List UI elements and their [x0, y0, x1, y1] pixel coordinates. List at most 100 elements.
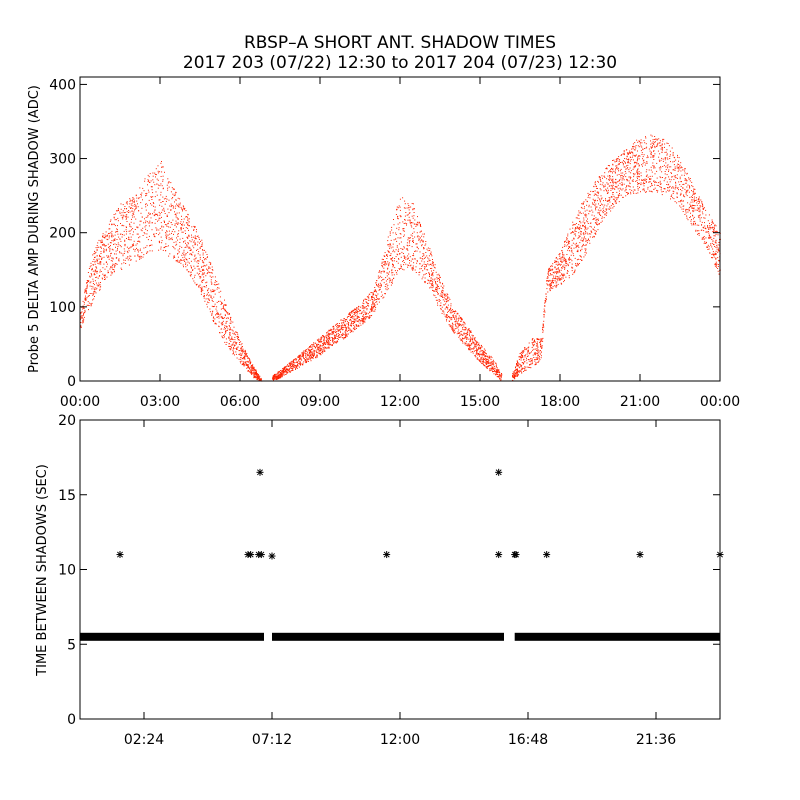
amp-data-point	[299, 357, 301, 359]
amp-data-point	[649, 181, 651, 183]
amp-data-point	[104, 276, 106, 278]
amp-data-point	[612, 178, 614, 180]
amp-data-point	[412, 239, 414, 241]
amp-data-point	[113, 239, 115, 240]
amp-data-point	[125, 263, 127, 264]
amp-data-point	[94, 256, 96, 258]
amp-data-point	[225, 328, 226, 330]
amp-data-point	[149, 173, 151, 175]
amp-data-point	[211, 300, 213, 301]
amp-data-point	[295, 367, 297, 369]
amp-data-point	[180, 262, 182, 264]
amp-data-point	[250, 370, 252, 372]
amp-data-point	[98, 258, 100, 260]
amp-data-point	[498, 371, 500, 373]
amp-data-point	[161, 226, 163, 228]
amp-data-point	[159, 171, 161, 173]
amp-data-point	[304, 355, 306, 357]
amp-data-point	[701, 201, 703, 203]
amp-data-point	[194, 242, 196, 244]
amp-data-point	[352, 316, 354, 318]
amp-data-point	[594, 181, 596, 183]
amp-data-point	[87, 296, 89, 297]
amp-data-point	[123, 262, 125, 264]
amp-data-point	[211, 311, 213, 313]
amp-data-point	[410, 264, 412, 266]
amp-data-point	[621, 184, 623, 186]
amp-data-point	[633, 189, 635, 191]
amp-data-point	[654, 136, 656, 137]
amp-data-point	[397, 254, 399, 256]
amp-data-point	[172, 205, 174, 207]
amp-data-point	[421, 245, 423, 247]
amp-data-point	[464, 333, 466, 335]
amp-data-point	[212, 301, 214, 302]
amp-data-point	[685, 212, 687, 214]
amp-data-point	[282, 372, 284, 374]
amp-data-point	[159, 199, 161, 201]
amp-data-point	[292, 369, 294, 371]
amp-data-point	[133, 214, 135, 216]
amp-data-point	[689, 217, 691, 218]
amp-data-point	[242, 351, 244, 353]
amp-data-point	[492, 367, 494, 369]
amp-data-point	[110, 260, 112, 262]
amp-data-point	[242, 349, 244, 351]
amp-data-point	[447, 296, 449, 298]
amp-data-point	[617, 158, 619, 160]
amp-data-point	[226, 341, 228, 343]
amp-data-point	[703, 242, 705, 244]
amp-data-point	[276, 376, 278, 378]
amp-data-point	[427, 257, 429, 259]
amp-data-point	[681, 208, 683, 210]
amp-data-point	[221, 301, 223, 303]
amp-data-point	[325, 340, 327, 341]
amp-data-point	[345, 336, 347, 338]
amp-data-point	[577, 258, 579, 260]
amp-data-point	[520, 356, 522, 358]
amp-data-point	[159, 214, 161, 216]
amp-data-point	[429, 250, 431, 251]
amp-data-point	[448, 315, 449, 317]
amp-data-point	[550, 274, 552, 276]
amp-data-point	[687, 211, 689, 213]
amp-data-point	[176, 260, 178, 262]
amp-data-point	[622, 177, 624, 179]
amp-data-point	[83, 301, 85, 303]
amp-data-point	[350, 330, 352, 332]
amp-data-point	[462, 323, 464, 325]
amp-data-point	[467, 344, 469, 346]
amp-data-point	[323, 341, 325, 343]
amp-data-point	[399, 215, 401, 217]
amp-data-point	[391, 282, 393, 283]
amp-data-point	[692, 201, 694, 203]
amp-data-point	[441, 292, 443, 293]
amp-data-point	[187, 227, 189, 229]
amp-data-point	[132, 216, 134, 218]
amp-data-point	[654, 138, 656, 140]
amp-data-point	[660, 159, 662, 161]
amp-data-point	[139, 187, 141, 189]
amp-data-point	[567, 272, 568, 274]
amp-data-point	[110, 245, 111, 247]
amp-data-point	[176, 217, 178, 219]
amp-data-point	[140, 229, 142, 231]
amp-data-point	[103, 275, 105, 277]
amp-data-point	[713, 230, 715, 232]
amp-data-point	[717, 248, 719, 250]
amp-data-point	[162, 201, 164, 202]
amp-data-point	[162, 196, 164, 198]
amp-data-point	[466, 337, 467, 339]
amp-data-point	[457, 325, 459, 327]
amp-data-point	[400, 216, 402, 218]
amp-data-point	[385, 280, 387, 282]
amp-data-point	[532, 345, 534, 347]
amp-data-point	[587, 233, 589, 235]
amp-data-point	[219, 300, 221, 302]
amp-data-point	[186, 259, 187, 260]
amp-data-point	[424, 281, 426, 282]
amp-data-point	[220, 322, 222, 324]
amp-data-point	[418, 239, 420, 241]
amp-data-point	[402, 253, 404, 254]
amp-data-point	[607, 189, 609, 191]
